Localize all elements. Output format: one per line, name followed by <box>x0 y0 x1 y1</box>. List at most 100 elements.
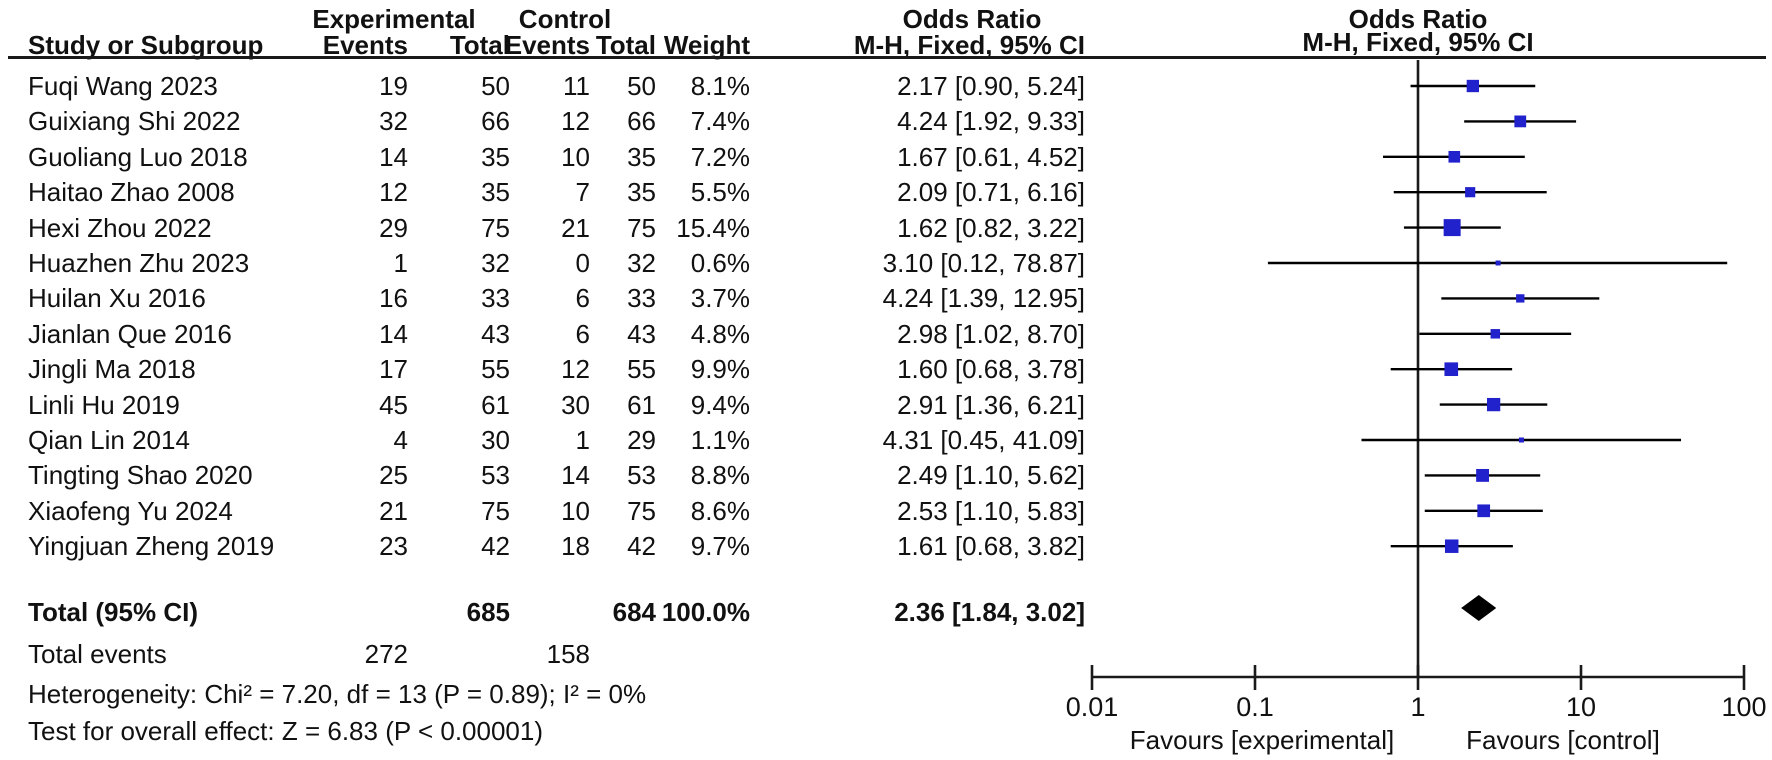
ctrl-total: 66 <box>627 106 656 137</box>
study-name: Qian Lin 2014 <box>28 425 190 455</box>
ctrl-events: 21 <box>561 212 590 243</box>
effect-square <box>1476 468 1490 482</box>
ctrl-events: 1 <box>575 425 590 455</box>
study-row: Linli Hu 2019 45 61 30 61 9.4% 2.91 [1.36, 6.2… <box>0 387 1100 423</box>
study-name: Yingjuan Zheng 2019 <box>28 531 275 562</box>
exp-events: 4 <box>393 425 408 455</box>
study-row: Huazhen Zhu 2023 1 32 0 32 0.6% 3.10 [0.12, 78… <box>0 245 1100 281</box>
study-name: Tingting Shao 2020 <box>28 460 253 491</box>
exp-events: 32 <box>379 106 408 137</box>
exp-events: 25 <box>379 460 408 491</box>
ctrl-total: 42 <box>627 531 656 562</box>
favours-control-label: Favours [control] <box>1466 725 1660 755</box>
ctrl-events: 10 <box>561 495 590 526</box>
overall-effect-stat: Test for overall effect: Z = 6.83 (P < 0… <box>28 716 543 746</box>
study-row: Jianlan Que 2016 14 43 6 43 4.8% 2.98 [1.02, 8… <box>0 316 1100 352</box>
effect-square <box>1443 219 1461 237</box>
study-row: Yingjuan Zheng 2019 23 42 18 42 9.7% 1.61 [0.6… <box>0 528 1100 564</box>
exp-events: 45 <box>379 389 408 420</box>
ci-text: 1.60 [0.68, 3.78] <box>897 354 1085 385</box>
ci-text: 2.49 [1.10, 5.62] <box>897 460 1085 491</box>
col-header-exp-events: Events <box>322 30 408 60</box>
axis-tick-label: 100 <box>1721 692 1766 722</box>
plot-subtitle-mh-ci: M-H, Fixed, 95% CI <box>1302 27 1534 57</box>
effect-square <box>1490 329 1501 339</box>
ci-text: 3.10 [0.12, 78.87] <box>882 248 1085 278</box>
effect-square <box>1465 187 1476 198</box>
total-events-ctrl: 158 <box>546 639 590 669</box>
ctrl-total: 35 <box>627 177 656 208</box>
exp-total: 53 <box>481 460 510 491</box>
weight: 9.7% <box>690 531 750 562</box>
ci-text: 4.31 [0.45, 41.09] <box>882 425 1085 455</box>
ctrl-total: 50 <box>627 71 656 101</box>
ctrl-total: 29 <box>627 425 656 455</box>
effect-square <box>1466 79 1480 93</box>
effect-square <box>1495 260 1501 266</box>
exp-total: 50 <box>481 71 510 101</box>
study-row: Guoliang Luo 2018 14 35 10 35 7.2% 1.67 [0.61,… <box>0 139 1100 175</box>
exp-events: 29 <box>379 212 408 243</box>
effect-square <box>1448 150 1461 163</box>
total-weight: 100.0% <box>661 597 750 627</box>
weight: 9.4% <box>690 389 750 420</box>
ctrl-total: 55 <box>627 354 656 385</box>
ci-text: 2.91 [1.36, 6.21] <box>897 389 1085 420</box>
ci-text: 1.61 [0.68, 3.82] <box>897 531 1085 562</box>
column-header-row: Study or Subgroup Events Total Events To… <box>0 27 1100 63</box>
weight: 5.5% <box>690 177 750 208</box>
exp-total: 66 <box>481 106 510 137</box>
study-row: Qian Lin 2014 4 30 1 29 1.1% 4.31 [0.45, 41.09… <box>0 422 1100 458</box>
study-name: Hexi Zhou 2022 <box>28 212 212 243</box>
exp-events: 17 <box>379 354 408 385</box>
study-row: Hexi Zhou 2022 29 75 21 75 15.4% 1.62 [0.82, 3… <box>0 210 1100 246</box>
col-header-study: Study or Subgroup <box>28 30 264 60</box>
study-row: Jingli Ma 2018 17 55 12 55 9.9% 1.60 [0.68, 3.… <box>0 351 1100 387</box>
exp-total: 32 <box>481 248 510 278</box>
col-header-weight: Weight <box>663 30 750 60</box>
weight: 15.4% <box>676 212 750 243</box>
heterogeneity-stat: Heterogeneity: Chi² = 7.20, df = 13 (P =… <box>28 679 647 709</box>
exp-events: 23 <box>379 531 408 562</box>
plot-title-odds-ratio: Odds Ratio <box>1348 4 1488 34</box>
ci-text: 4.24 [1.39, 12.95] <box>882 283 1085 314</box>
ctrl-total: 75 <box>627 212 656 243</box>
total-events-label: Total events <box>28 639 167 669</box>
col-header-mh-ci: M-H, Fixed, 95% CI <box>853 30 1085 60</box>
ctrl-events: 14 <box>561 460 590 491</box>
exp-events: 14 <box>379 141 408 172</box>
exp-total: 33 <box>481 283 510 314</box>
exp-events: 1 <box>393 248 408 278</box>
ctrl-total: 35 <box>627 141 656 172</box>
study-row: Guixiang Shi 2022 32 66 12 66 7.4% 4.24 [1.92,… <box>0 103 1100 139</box>
effect-square <box>1516 294 1525 303</box>
weight: 7.4% <box>690 106 750 137</box>
study-row: Haitao Zhao 2008 12 35 7 35 5.5% 2.09 [0.71, 6… <box>0 174 1100 210</box>
study-name: Huazhen Zhu 2023 <box>28 248 250 278</box>
study-name: Jingli Ma 2018 <box>28 354 196 385</box>
ci-text: 2.98 [1.02, 8.70] <box>897 318 1085 349</box>
total-events-row: Total events 272 158 <box>0 636 1100 672</box>
weight: 8.1% <box>690 71 750 101</box>
total-label: Total (95% CI) <box>28 597 198 627</box>
ctrl-events: 0 <box>575 248 590 278</box>
ctrl-total: 32 <box>627 248 656 278</box>
ctrl-total: 61 <box>627 389 656 420</box>
ctrl-events: 12 <box>561 354 590 385</box>
study-name: Guoliang Luo 2018 <box>28 141 248 172</box>
axis-tick-label: 1 <box>1410 692 1425 722</box>
ctrl-events: 7 <box>575 177 590 208</box>
total-exp-total: 685 <box>466 597 510 627</box>
col-header-ctrl-total: Total <box>595 30 656 60</box>
exp-events: 19 <box>379 71 408 101</box>
exp-total: 43 <box>481 318 510 349</box>
study-name: Fuqi Wang 2023 <box>28 71 218 101</box>
study-row: Huilan Xu 2016 16 33 6 33 3.7% 4.24 [1.39, 12.… <box>0 280 1100 316</box>
weight: 9.9% <box>690 354 750 385</box>
ctrl-events: 30 <box>561 389 590 420</box>
exp-total: 75 <box>481 495 510 526</box>
total-row: Total (95% CI) 685 684 100.0% 2.36 [1.84… <box>0 594 1100 630</box>
study-name: Huilan Xu 2016 <box>28 283 206 314</box>
exp-total: 55 <box>481 354 510 385</box>
